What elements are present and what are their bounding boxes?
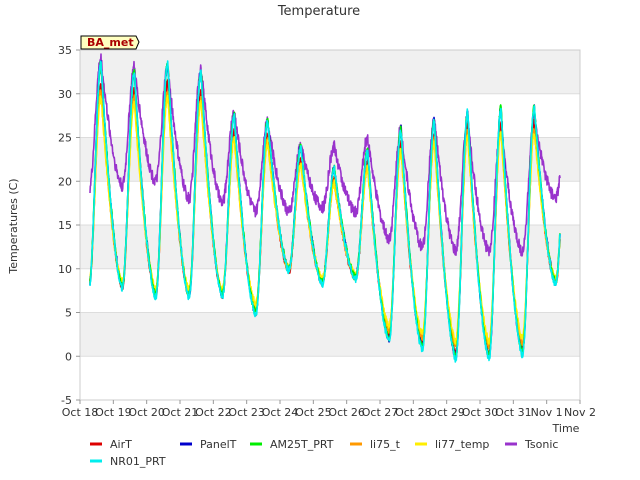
legend-label: Tsonic xyxy=(524,438,558,451)
legend-label: li75_t xyxy=(370,438,401,451)
y-tick-label: 15 xyxy=(58,219,72,232)
x-tick-label: Oct 20 xyxy=(128,406,165,419)
x-tick-label: Oct 24 xyxy=(262,406,299,419)
legend-label: AM25T_PRT xyxy=(270,438,334,451)
legend-item-nr01-prt: NR01_PRT xyxy=(90,455,166,468)
y-tick-label: 25 xyxy=(58,132,72,145)
grid-band xyxy=(80,312,580,357)
x-tick-label: Oct 29 xyxy=(428,406,465,419)
y-tick-label: 35 xyxy=(58,44,72,57)
grid-band xyxy=(80,50,580,94)
legend-label: AirT xyxy=(110,438,132,451)
x-tick-label: Nov 1 xyxy=(531,406,563,419)
legend-item-panelt: PanelT xyxy=(180,438,237,451)
x-tick-label: Oct 19 xyxy=(95,406,132,419)
legend-item-am25t-prt: AM25T_PRT xyxy=(250,438,334,451)
y-tick-label: 5 xyxy=(65,307,72,320)
x-tick-label: Oct 18 xyxy=(62,406,99,419)
legend-label: li77_temp xyxy=(435,438,489,451)
series-layer xyxy=(89,53,561,363)
legend-item-airt: AirT xyxy=(90,438,132,451)
y-axis-label: Temperatures (C) xyxy=(7,178,20,274)
x-tick-label: Oct 21 xyxy=(162,406,199,419)
x-tick-label: Oct 26 xyxy=(328,406,365,419)
plot-background xyxy=(80,49,580,401)
y-tick-label: -5 xyxy=(61,394,72,407)
x-tick-label: Oct 23 xyxy=(228,406,265,419)
chart-title: Temperature xyxy=(277,4,360,19)
x-tick-label: Oct 28 xyxy=(395,406,432,419)
x-tick-label: Oct 22 xyxy=(195,406,232,419)
legend: AirT PanelT AM25T_PRT li75_t li77_temp Tsonic… xyxy=(90,438,558,468)
x-axis-label: Time xyxy=(552,422,580,435)
x-tick-label: Oct 31 xyxy=(495,406,532,419)
x-tick-label: Oct 27 xyxy=(362,406,399,419)
y-tick-label: 0 xyxy=(65,350,72,363)
y-tick-label: 10 xyxy=(58,263,72,276)
x-tick-label: Nov 2 xyxy=(564,406,596,419)
legend-item-li75-t: li75_t xyxy=(350,438,401,451)
x-tick-label: Oct 25 xyxy=(295,406,332,419)
legend-item-tsonic: Tsonic xyxy=(505,438,558,451)
y-tick-label: 20 xyxy=(58,175,72,188)
x-tick-label: Oct 30 xyxy=(462,406,499,419)
legend-label: PanelT xyxy=(200,438,237,451)
legend-label: NR01_PRT xyxy=(110,455,166,468)
site-label: BA_met xyxy=(87,36,134,49)
site-label-box: BA_met xyxy=(80,35,140,50)
grid-band xyxy=(80,225,580,269)
legend-item-li77-temp: li77_temp xyxy=(415,438,489,451)
series-line-nr01-prt xyxy=(89,60,561,363)
y-tick-label: 30 xyxy=(58,88,72,101)
